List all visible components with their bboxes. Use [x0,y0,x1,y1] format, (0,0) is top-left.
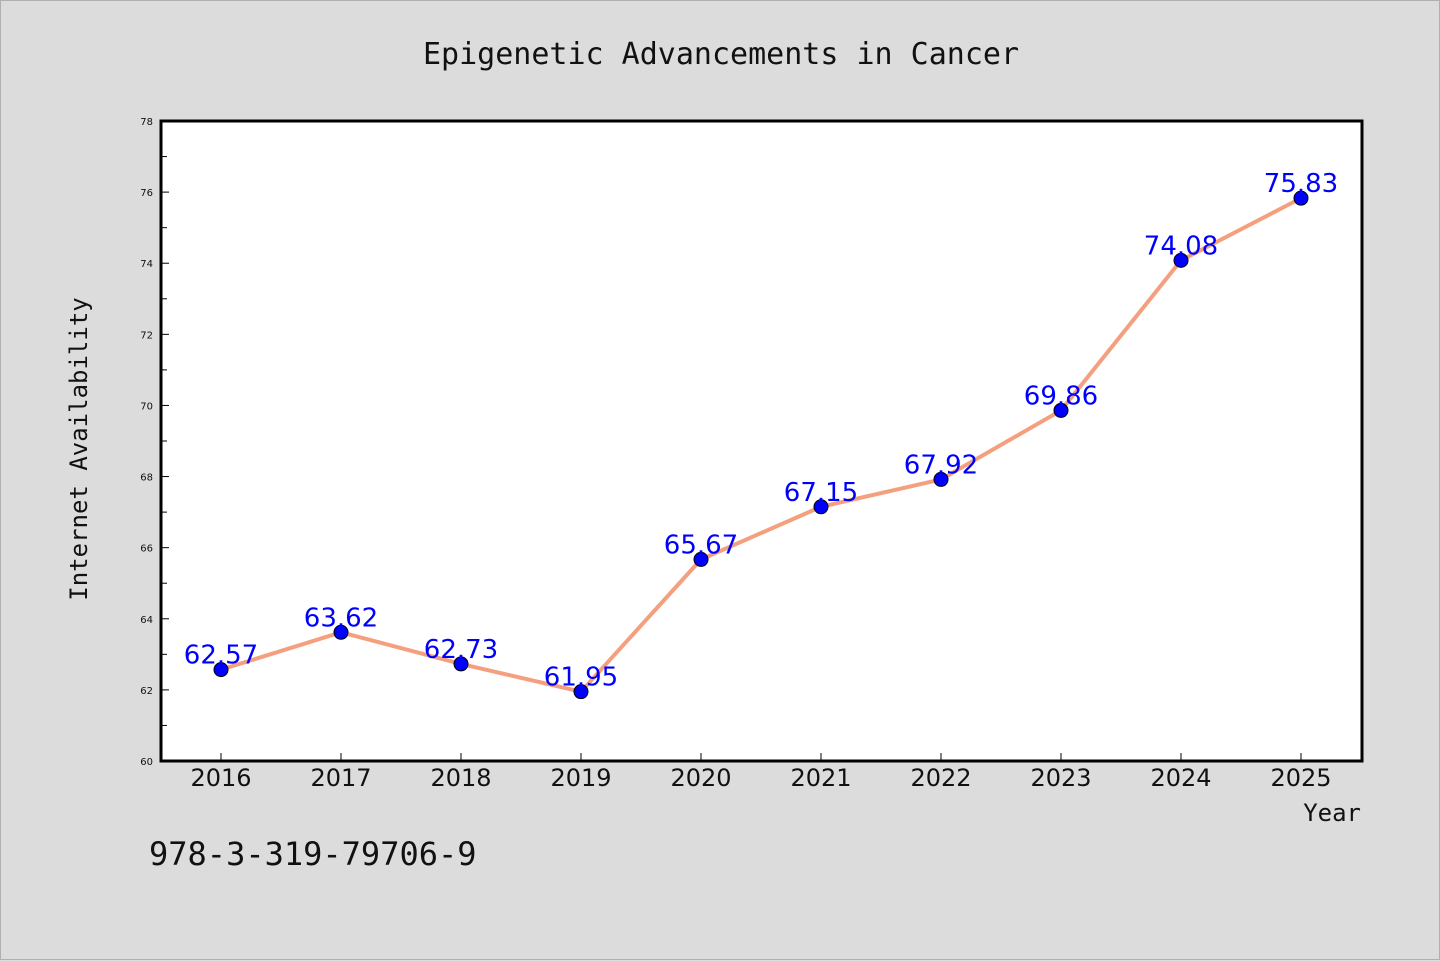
x-tick-label: 2020 [670,764,731,792]
x-axis: 2016 2017 2018 2019 2020 2021 2022 2023 2024 2025 [190,753,1332,792]
data-label: 74.08 [1144,231,1218,261]
plot-frame [159,119,1364,763]
data-point [1053,402,1069,418]
y-tick-label: 78 [140,117,153,128]
data-point [1293,190,1309,206]
x-tick-label: 2017 [310,764,371,792]
series-layer [219,196,1303,694]
data-point [453,656,469,672]
chart-title: Epigenetic Advancements in Cancer [423,37,1019,72]
data-label: 75.83 [1264,169,1338,199]
marker-layer [213,190,1309,700]
y-axis-label: Internet Availability [65,297,93,600]
data-point [213,662,229,678]
x-tick-label: 2019 [550,764,611,792]
y-tick-label: 60 [140,757,153,768]
data-point [813,499,829,515]
data-point [693,551,709,567]
data-label: 61.95 [544,663,618,693]
y-tick-label: 72 [140,330,153,341]
y-tick-label: 76 [140,188,153,199]
data-point [1173,252,1189,268]
data-label: 63.62 [304,603,378,633]
data-label: 62.57 [184,641,258,671]
isbn-text: 978-3-319-79706-9 [149,835,477,873]
y-tick-label: 70 [140,401,153,412]
x-tick-label: 2021 [790,764,851,792]
x-tick-label: 2025 [1270,764,1331,792]
y-tick-label: 68 [140,473,153,484]
y-tick-label: 64 [140,615,153,626]
data-point [333,624,349,640]
data-label-layer: 62.57 63.62 62.73 61.95 65.67 67.15 67.92 69.86… [184,169,1338,693]
data-label: 69.86 [1024,381,1098,411]
data-point [933,471,949,487]
series-line [219,196,1303,694]
plot-area [161,121,1362,761]
y-tick-label: 66 [140,544,153,555]
x-tick-label: 2016 [190,764,251,792]
x-tick-label: 2022 [910,764,971,792]
x-tick-label: 2023 [1030,764,1091,792]
x-tick-label: 2024 [1150,764,1211,792]
x-tick-label: 2018 [430,764,491,792]
y-tick-label: 62 [140,686,153,697]
data-label: 62.73 [424,635,498,665]
data-label: 67.92 [904,450,978,480]
y-tick-label: 74 [140,259,153,270]
data-point [573,684,589,700]
x-axis-label: Year [1303,799,1361,827]
data-label: 65.67 [664,530,738,560]
data-label: 67.15 [784,478,858,508]
